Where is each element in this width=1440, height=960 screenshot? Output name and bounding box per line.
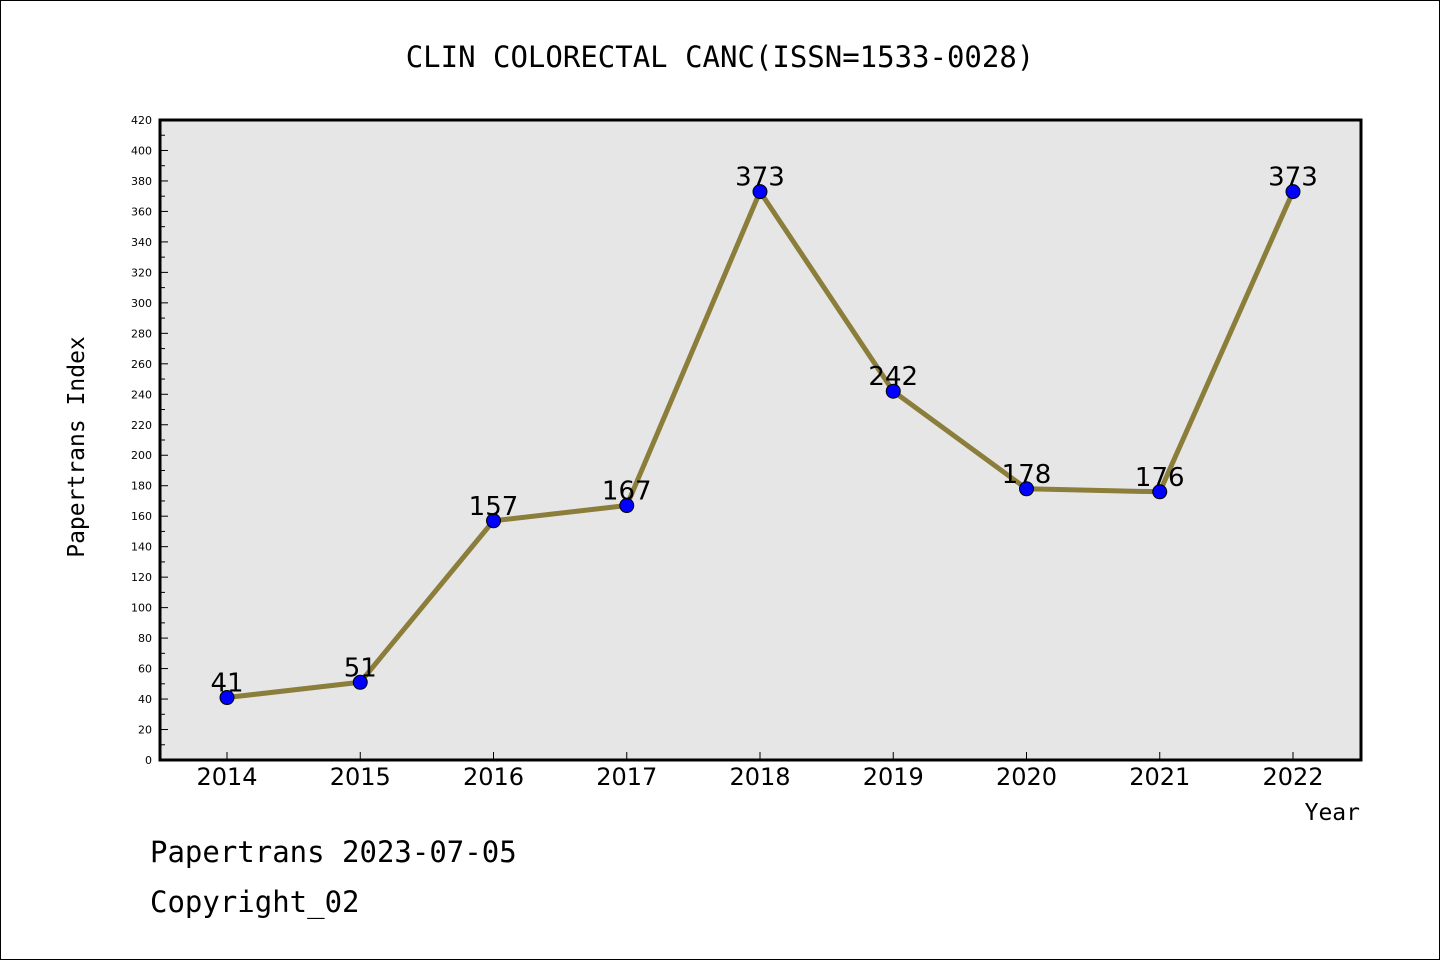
- footer-date: Papertrans 2023-07-05: [150, 835, 517, 869]
- data-label: 242: [868, 362, 918, 392]
- y-axis: 0 20 40 60 80 100 120 140 160 180 200 220 240 260 280 3…: [131, 114, 168, 767]
- data-labels-group: 41 51 157 167 373 242 178 176 373: [210, 163, 1317, 699]
- data-label: 178: [1002, 460, 1052, 490]
- y-tick-label: 260: [131, 358, 152, 371]
- data-label: 51: [344, 653, 377, 683]
- x-tick-label: 2022: [1262, 763, 1323, 791]
- x-tick-label: 2021: [1129, 763, 1190, 791]
- data-point: [1019, 481, 1034, 497]
- x-axis: 2014 2015 2016 2017 2018 2019 2020 2021 2022: [196, 752, 1324, 791]
- y-tick-label: 80: [138, 632, 152, 645]
- data-point: [619, 498, 635, 514]
- y-tick-label: 120: [131, 571, 152, 584]
- x-tick-label: 2019: [863, 763, 924, 791]
- data-label: 157: [469, 492, 519, 522]
- y-axis-title: Papertrans Index: [64, 336, 90, 558]
- y-tick-label: 60: [138, 663, 152, 676]
- data-label: 167: [602, 477, 652, 507]
- x-tick-label: 2015: [330, 763, 391, 791]
- data-point: [1285, 184, 1301, 200]
- data-point: [352, 674, 368, 690]
- x-tick-label: 2018: [729, 763, 790, 791]
- y-tick-label: 180: [131, 480, 152, 493]
- data-point: [885, 383, 901, 399]
- y-tick-label: 100: [131, 602, 152, 615]
- y-tick-label: 0: [145, 754, 152, 767]
- y-tick-label: 340: [131, 236, 152, 249]
- y-tick-label: 420: [131, 114, 152, 127]
- y-tick-label: 240: [131, 388, 152, 401]
- y-tick-label: 320: [131, 266, 152, 279]
- data-label: 373: [1268, 163, 1318, 193]
- x-tick-label: 2017: [596, 763, 657, 791]
- y-tick-label: 140: [131, 541, 152, 554]
- y-tick-label: 280: [131, 327, 152, 340]
- y-tick-label: 40: [138, 693, 152, 706]
- x-tick-label: 2014: [196, 763, 257, 791]
- footer-copyright: Copyright_02: [150, 885, 360, 919]
- y-tick-label: 160: [131, 510, 152, 523]
- data-point: [1152, 484, 1168, 500]
- y-tick-label: 360: [131, 205, 152, 218]
- data-point: [752, 184, 768, 200]
- y-tick-label: 300: [131, 297, 152, 310]
- data-label: 176: [1135, 463, 1185, 493]
- x-tick-label: 2020: [996, 763, 1057, 791]
- plot-border: [158, 118, 1363, 762]
- y-tick-label: 20: [138, 724, 152, 737]
- chart-title: CLIN COLORECTAL CANC(ISSN=1533-0028): [406, 40, 1035, 74]
- x-axis-title: Year: [1305, 800, 1360, 826]
- y-tick-label: 220: [131, 419, 152, 432]
- data-label: 373: [735, 163, 785, 193]
- x-tick-label: 2016: [463, 763, 524, 791]
- y-tick-label: 200: [131, 449, 152, 462]
- data-label: 41: [210, 669, 243, 699]
- plot-area: [160, 120, 1361, 760]
- y-tick-label: 400: [131, 144, 152, 157]
- markers-group: [219, 184, 1301, 706]
- data-point: [219, 690, 235, 706]
- data-point: [486, 513, 501, 529]
- y-tick-label: 380: [131, 175, 152, 188]
